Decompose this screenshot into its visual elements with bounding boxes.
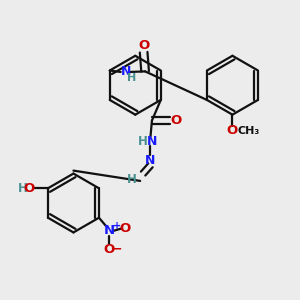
Text: CH₃: CH₃	[238, 126, 260, 136]
Text: H: H	[127, 74, 136, 83]
Text: O: O	[103, 243, 115, 256]
Text: O: O	[120, 222, 131, 235]
Text: O: O	[170, 114, 182, 127]
Text: H: H	[127, 173, 137, 186]
Text: N: N	[147, 135, 157, 148]
Text: N: N	[121, 65, 131, 79]
Text: +: +	[113, 221, 122, 231]
Text: O: O	[227, 124, 238, 137]
Text: H: H	[138, 135, 148, 148]
Text: N: N	[145, 154, 156, 167]
Text: H: H	[18, 182, 28, 195]
Text: −: −	[111, 243, 122, 256]
Text: N: N	[104, 224, 115, 238]
Text: O: O	[138, 39, 149, 52]
Text: O: O	[23, 182, 34, 195]
